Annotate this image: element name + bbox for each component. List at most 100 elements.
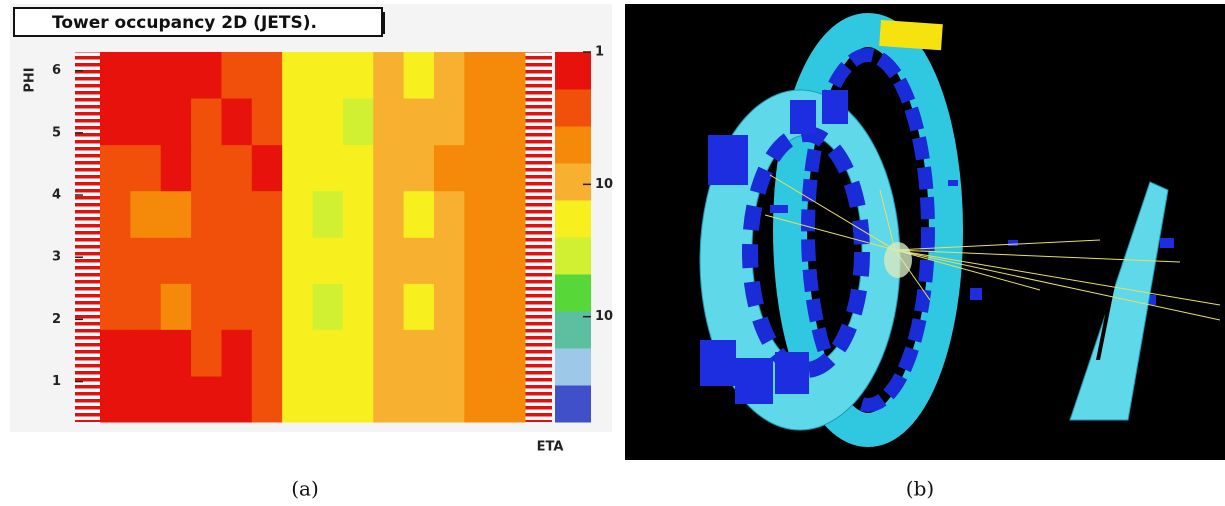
- heatmap-cell: [251, 329, 283, 377]
- heatmap-cell: [251, 283, 283, 330]
- track: [894, 239, 1101, 251]
- heatmap-cell: [282, 190, 313, 238]
- heatmap-cell: [191, 237, 222, 284]
- heatmap-cell: [221, 329, 253, 377]
- heatmap-cell: [251, 190, 283, 238]
- heatmap-cell: [100, 237, 131, 284]
- heatmap-cell: [433, 283, 465, 330]
- heatmap-cell: [373, 52, 405, 99]
- panel-b: [625, 4, 1225, 460]
- title-box-edge: [381, 12, 385, 34]
- endcap-disk: [1069, 181, 1169, 421]
- caption: (a): [291, 477, 319, 501]
- calorimeter-ring-back: [773, 13, 963, 447]
- heatmap-cell: [342, 237, 374, 284]
- colorbar-tick-label: 10: [595, 177, 613, 192]
- heatmap-cell: [312, 237, 344, 284]
- heatmap-cell: [282, 375, 313, 423]
- heatmap-cell: [312, 329, 344, 377]
- heatmap-cell: [282, 283, 313, 330]
- heatmap-cell: [221, 283, 253, 330]
- track: [764, 214, 896, 251]
- heatmap-cell: [251, 52, 283, 99]
- vertex: [884, 242, 912, 278]
- heatmap: [100, 52, 526, 423]
- track: [894, 249, 1181, 263]
- heatmap-cell: [282, 52, 313, 99]
- heatmap-cell: [160, 190, 192, 238]
- heatmap-cell: [100, 283, 131, 330]
- heatmap-cell: [130, 329, 162, 377]
- track: [894, 249, 1221, 306]
- edge-stripes: [75, 52, 100, 422]
- tower-block: [735, 358, 773, 404]
- heatmap-cell: [433, 375, 465, 423]
- heatmap-cell: [403, 190, 435, 238]
- heatmap-cell: [282, 98, 313, 146]
- heatmap-cell: [433, 52, 465, 99]
- heatmap-cell: [130, 375, 162, 423]
- heatmap-cell: [433, 98, 465, 146]
- heatmap-cell: [342, 144, 374, 192]
- heatmap-cell: [373, 144, 405, 192]
- tower-block: [790, 100, 816, 134]
- track: [879, 189, 896, 251]
- colorbar-band: [555, 89, 591, 127]
- heatmap-cell: [160, 329, 192, 377]
- colorbar-band: [555, 126, 591, 164]
- x-axis-label: ETA: [537, 440, 564, 455]
- heatmap-cell: [494, 237, 526, 284]
- heatmap-cell: [100, 52, 131, 99]
- heatmap-cell: [251, 375, 283, 423]
- heatmap-cell: [433, 237, 465, 284]
- colorbar-tick-label: 1: [595, 45, 604, 60]
- heatmap-cell: [433, 190, 465, 238]
- heatmap-cell: [403, 98, 435, 146]
- heatmap-cell: [191, 52, 222, 99]
- heatmap-cell: [191, 329, 222, 377]
- heatmap-cell: [494, 283, 526, 330]
- heatmap-cell: [312, 190, 344, 238]
- heatmap-cell: [221, 98, 253, 146]
- heatmap-cell: [342, 190, 374, 238]
- heatmap-cell: [282, 237, 313, 284]
- y-tick-label: 1: [52, 374, 61, 389]
- heatmap-cell: [464, 98, 496, 146]
- panel-a: Tower occupancy 2D (JETS). PHI ETA 1 10 10…: [10, 4, 613, 455]
- heatmap-cell: [373, 98, 405, 146]
- heatmap-cell: [464, 52, 496, 99]
- heatmap-cell: [342, 329, 374, 377]
- colorbar-band: [555, 237, 591, 275]
- heatmap-cell: [191, 190, 222, 238]
- heatmap-cell: [464, 237, 496, 284]
- heatmap-cell: [100, 329, 131, 377]
- heatmap-cell: [433, 329, 465, 377]
- title-box: [13, 7, 383, 37]
- heatmap-cell: [100, 190, 131, 238]
- tower-block: [948, 180, 958, 186]
- calorimeter-towers: [801, 48, 935, 412]
- heatmap-cell: [342, 375, 374, 423]
- heatmap-cell: [403, 52, 435, 99]
- track: [894, 249, 1041, 291]
- caption: (b): [906, 477, 934, 501]
- heatmap-cell: [494, 98, 526, 146]
- heatmap-cell: [130, 52, 162, 99]
- tracks: [764, 174, 1221, 321]
- heatmap-cell: [403, 375, 435, 423]
- chart-title: Tower occupancy 2D (JETS).: [52, 13, 317, 33]
- tower-block: [1160, 238, 1174, 248]
- heatmap-cell: [160, 375, 192, 423]
- heatmap-cell: [160, 98, 192, 146]
- tower-block: [822, 90, 848, 124]
- heatmap-cell: [221, 375, 253, 423]
- track: [894, 249, 1221, 321]
- heatmap-cell: [100, 144, 131, 192]
- heatmap-cell: [251, 237, 283, 284]
- heatmap-cell: [100, 98, 131, 146]
- heatmap-cell: [312, 375, 344, 423]
- heatmap-cell: [130, 283, 162, 330]
- heatmap-cell: [191, 283, 222, 330]
- heatmap-cell: [494, 375, 526, 423]
